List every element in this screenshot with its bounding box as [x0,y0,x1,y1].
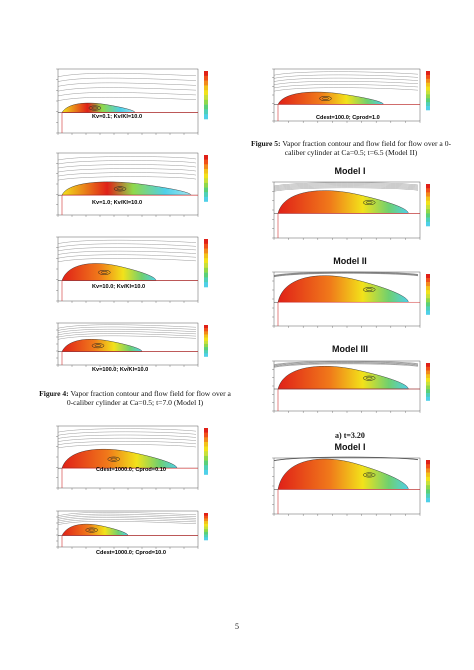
figure4-panel-3-label: Kv=10.0; Kv/Kl=10.0 [92,284,146,290]
figure4-panel-2 [42,147,220,229]
model-title-1: Model I [334,166,366,176]
model-subcaption: a) t=3.20 [335,431,365,440]
cdest-panel-2-plot [56,510,208,549]
model-title-2: Model II [333,256,367,266]
cdest-panel-2 [42,505,220,561]
figure4-panel-1-label: Kv=0.1; Kv/Kl=10.0 [92,114,143,120]
model-panel-4-plot [272,456,430,516]
model-panel-1-plot [272,181,430,240]
figure4-panel-4 [42,317,220,379]
figure4-panel-1-plot [56,68,208,135]
figure5-caption-label: Figure 5: [250,139,281,148]
model-title-3: Model III [332,344,368,354]
figure5-panel [258,63,442,135]
figure4-panel-2-label: Kv=1.0; Kv/Kl=10.0 [92,200,143,206]
cdest-panel-1 [42,420,220,502]
figure4-caption-text: Vapor fraction contour and flow field fo… [66,389,231,408]
model-panel-3-plot [272,360,430,413]
figure4-panel-4-plot [56,322,208,367]
figure4-panel-4-label: Kv=100.0; Kv/Kl=10.0 [92,367,149,373]
figure5-panel-plot [272,68,430,123]
figure5-panel-label: Cdest=100.0; Cprod=1.0 [316,115,380,121]
figure5-caption: Figure 5: Vapor fraction contour and flo… [248,139,454,158]
figure4-caption: Figure 4: Vapor fraction contour and flo… [36,389,234,408]
cdest-panel-2-label: Cdest=1000.0; Cprod=10.0 [96,550,166,556]
cdest-panel-1-plot [56,425,208,490]
model-panel-1 [258,176,442,252]
figure4-panel-3 [42,231,220,315]
model-panel-3 [258,355,442,425]
page-number: 5 [235,622,239,631]
model-title-4: Model I [334,442,366,452]
model-panel-2 [258,266,442,340]
model-panel-2-plot [272,271,430,328]
figure4-panel-1 [42,63,220,147]
cdest-panel-1-label: Cdest=1000.0; Cprod=0.10 [96,467,166,473]
figure4-caption-label: Figure 4: [39,389,69,398]
figure5-caption-text: Vapor fraction contour and flow field fo… [280,139,452,158]
model-panel-4 [258,452,442,528]
figure4-panel-2-plot [56,152,208,217]
figure4-panel-3-plot [56,236,208,303]
